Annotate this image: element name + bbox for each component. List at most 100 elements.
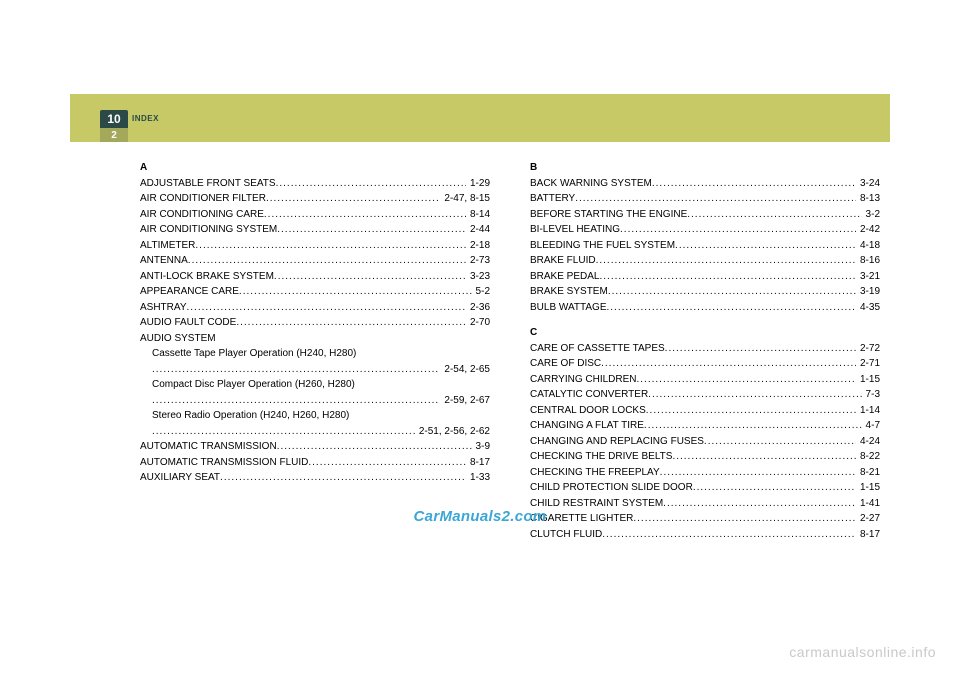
entry-dots: ........................................… [660,465,856,481]
entry-label: APPEARANCE CARE [140,284,239,300]
entry-dots: ........................................… [274,269,466,285]
entry-dots: ........................................… [620,222,856,238]
entry-label: ALTIMETER [140,238,195,254]
entry-label: ANTI-LOCK BRAKE SYSTEM [140,269,274,285]
entry-page: 2-44 [466,222,490,238]
entry-page: 1-15 [856,372,880,388]
entry-dots: ........................................… [652,176,856,192]
entry-label: AIR CONDITIONING CARE [140,207,264,223]
index-entry: Stereo Radio Operation (H240, H260, H280… [140,408,490,424]
entry-label: Compact Disc Player Operation (H260, H28… [152,377,355,393]
entry-label: CATALYTIC CONVERTER [530,387,648,403]
index-entry: CHILD RESTRAINT SYSTEM .................… [530,496,880,512]
right-column: BBACK WARNING SYSTEM ...................… [530,158,880,542]
entry-page: 8-17 [856,527,880,543]
entry-label: CHANGING A FLAT TIRE [530,418,644,434]
page-number-box: 2 [100,128,128,142]
index-entry: Cassette Tape Player Operation (H240, H2… [140,346,490,362]
entry-label: CENTRAL DOOR LOCKS [530,403,646,419]
index-entry: CHILD PROTECTION SLIDE DOOR ............… [530,480,880,496]
entry-page: 2-71 [856,356,880,372]
entry-label: Stereo Radio Operation (H240, H260, H280… [152,408,349,424]
index-entry: CARE OF DISC ...........................… [530,356,880,372]
entry-page: 2-59, 2-67 [440,393,490,409]
index-entry: AUXILIARY SEAT .........................… [140,470,490,486]
entry-page: 8-21 [856,465,880,481]
entry-label: BEFORE STARTING THE ENGINE [530,207,687,223]
index-entry: CIGARETTE LIGHTER ......................… [530,511,880,527]
entry-label: CARE OF DISC [530,356,601,372]
entry-label: Cassette Tape Player Operation (H240, H2… [152,346,356,362]
entry-page: 3-24 [856,176,880,192]
entry-dots: ........................................… [663,496,856,512]
index-entry: AUDIO FAULT CODE .......................… [140,315,490,331]
entry-page: 3-23 [466,269,490,285]
index-entry: ........................................… [140,393,490,409]
index-entry: CARE OF CASSETTE TAPES .................… [530,341,880,357]
entry-dots: ........................................… [637,372,856,388]
index-entry: BI-LEVEL HEATING .......................… [530,222,880,238]
left-column: AADJUSTABLE FRONT SEATS ................… [140,158,490,542]
entry-label: BRAKE FLUID [530,253,596,269]
entry-label: BACK WARNING SYSTEM [530,176,652,192]
index-entry: AUDIO SYSTEM [140,331,490,347]
index-entry: AIR CONDITIONING CARE ..................… [140,207,490,223]
entry-dots: ........................................… [648,387,861,403]
entry-page: 2-27 [856,511,880,527]
entry-dots: ........................................… [266,191,440,207]
entry-page: 7-3 [862,387,880,403]
index-entry: BLEEDING THE FUEL SYSTEM ...............… [530,238,880,254]
entry-dots: ........................................… [607,300,856,316]
index-entry: ASHTRAY ................................… [140,300,490,316]
index-entry: CHECKING THE DRIVE BELTS ...............… [530,449,880,465]
entry-page: 3-9 [472,439,490,455]
entry-dots: ........................................… [602,527,856,543]
entry-dots: ........................................… [276,176,466,192]
entry-label: AUTOMATIC TRANSMISSION [140,439,277,455]
entry-page: 1-14 [856,403,880,419]
entry-dots: ........................................… [277,439,472,455]
index-entry: CHANGING A FLAT TIRE ...................… [530,418,880,434]
entry-dots: ........................................… [220,470,466,486]
entry-page: 2-47, 8-15 [440,191,490,207]
entry-dots: ........................................… [188,253,466,269]
entry-page: 2-51, 2-56, 2-62 [415,424,490,440]
entry-page: 8-14 [466,207,490,223]
index-entry: ADJUSTABLE FRONT SEATS .................… [140,176,490,192]
entry-dots: ........................................… [152,393,440,409]
entry-dots: ........................................… [644,418,862,434]
entry-dots: ........................................… [633,511,856,527]
index-entry: AIR CONDITIONER FILTER .................… [140,191,490,207]
entry-label: BRAKE SYSTEM [530,284,608,300]
entry-dots: ........................................… [665,341,856,357]
watermark-center: CarManuals2.com [414,508,547,525]
entry-page: 2-70 [466,315,490,331]
index-entry: AIR CONDITIONING SYSTEM ................… [140,222,490,238]
entry-label: BI-LEVEL HEATING [530,222,620,238]
entry-label: CARE OF CASSETTE TAPES [530,341,665,357]
index-entry: BRAKE PEDAL ............................… [530,269,880,285]
entry-label: CHECKING THE FREEPLAY [530,465,660,481]
watermark-corner: carmanualsonline.info [789,644,936,660]
index-entry: APPEARANCE CARE ........................… [140,284,490,300]
entry-page: 3-19 [856,284,880,300]
entry-dots: ........................................… [693,480,856,496]
entry-dots: ........................................… [236,315,466,331]
index-entry: BATTERY ................................… [530,191,880,207]
entry-label: CHILD RESTRAINT SYSTEM [530,496,663,512]
entry-page: 2-18 [466,238,490,254]
entry-page: 1-15 [856,480,880,496]
entry-page: 4-18 [856,238,880,254]
header-band [70,94,890,142]
section-letter: C [530,325,880,341]
entry-page: 3-21 [856,269,880,285]
entry-label: AUDIO FAULT CODE [140,315,236,331]
entry-dots: ........................................… [672,449,856,465]
entry-dots: ........................................… [687,207,861,223]
entry-dots: ........................................… [239,284,472,300]
index-entry: CLUTCH FLUID ...........................… [530,527,880,543]
index-entry: ANTENNA ................................… [140,253,490,269]
entry-page: 4-35 [856,300,880,316]
entry-page: 5-2 [472,284,490,300]
entry-dots: ........................................… [646,403,856,419]
